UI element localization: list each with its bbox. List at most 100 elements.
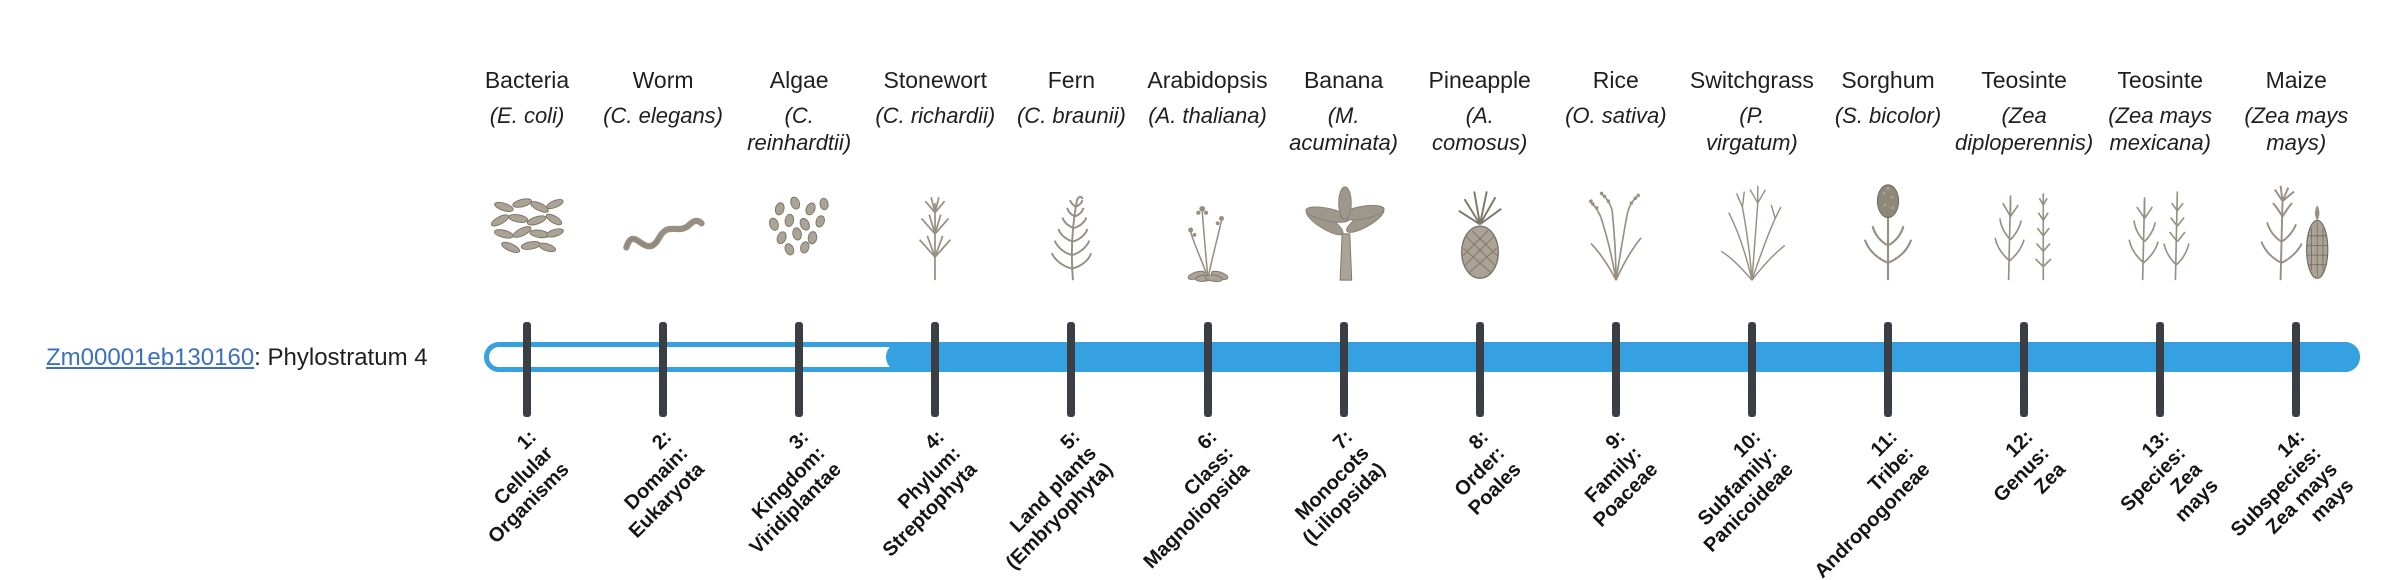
scientific-name-line: (C. elegans): [603, 103, 724, 128]
stratum-label-text: 12: Genus: Zea: [1973, 426, 2071, 524]
organism-scientific-name: (S. bicolor): [1798, 102, 1978, 129]
stratum-tick: [2292, 322, 2301, 417]
stratum-label-text: 14: Subspecies: Zea mays mays: [2211, 426, 2359, 574]
stratum-column: Algae (C. reinhardtii) 3: Kingdom: Viridipl…: [709, 0, 889, 580]
organism-scientific-name: (Zea mays mays): [2206, 102, 2386, 156]
organism-common-name: Pineapple: [1428, 67, 1531, 93]
scientific-name-line: (O. sativa): [1565, 103, 1667, 128]
pineapple-icon: [1390, 172, 1570, 284]
stratum-tick: [523, 322, 531, 417]
stratum-column: Arabidopsis (A. thaliana) 6: Class: Magnol…: [1118, 0, 1298, 580]
gene-phylostratum-label: Zm00001eb130160: Phylostratum 4: [46, 344, 428, 372]
scientific-name-line: (Zea: [2001, 103, 2047, 128]
stratum-tick: [1339, 322, 1348, 417]
scientific-name-line: (S. bicolor): [1834, 103, 1942, 128]
stratum-tick: [1884, 322, 1892, 417]
organism-common-name: Switchgrass: [1689, 67, 1814, 93]
stratum-label-text: 5: Land plants (Embryophyta): [970, 426, 1119, 575]
stratum-label-text: 11: Tribe: Andropogoneae: [1778, 426, 1935, 580]
scientific-name-line: (P.: [1739, 103, 1765, 128]
organism-scientific-name: (C. richardii): [845, 102, 1025, 129]
organism-common-name: Arabidopsis: [1147, 67, 1268, 93]
stratum-column: Switchgrass (P. virgatum) 10: Subfamily: Pa…: [1662, 0, 1842, 580]
stratum-column: Bacteria (E. coli) 1: Cellular Organisms: [437, 0, 617, 580]
phylostratum-text: : Phylostratum 4: [254, 344, 428, 371]
stratum-column: Maize (Zea mays mays) 14: Subspecies: Zea m…: [2206, 0, 2386, 580]
stratum-label-text: 10: Subfamily: Panicoideae: [1667, 426, 1798, 557]
scientific-name-line: (E. coli): [489, 103, 565, 128]
scientific-name-line: mays): [2266, 130, 2327, 155]
stratum-tick: [1067, 322, 1076, 417]
stratum-label-text: 9: Family: Poaceae: [1556, 426, 1662, 532]
organism-common-name: Sorghum: [1841, 67, 1935, 93]
teosinte-mexicana-icon: [2070, 172, 2250, 284]
stratum-label-text: 3: Kingdom: Viridiplantae: [713, 426, 846, 559]
stratum-label-text: 13: Species: Zea mays: [2100, 426, 2223, 549]
stratum-column: Teosinte (Zea mays mexicana) 13: Species: Z…: [2070, 0, 2250, 580]
organism-common-name: Algae: [769, 67, 829, 93]
scientific-name-line: (M.: [1327, 103, 1360, 128]
organism-scientific-name: (Zea mays mexicana): [2070, 102, 2250, 156]
stratum-column: Sorghum (S. bicolor) 11: Tribe: Andropogon…: [1798, 0, 1978, 580]
organism-common-name: Teosinte: [1981, 67, 2067, 93]
scientific-name-line: (A.: [1465, 103, 1494, 128]
organism-common-name: Maize: [2265, 67, 2327, 93]
organism-scientific-name: (M. acuminata): [1254, 102, 1434, 156]
organism-scientific-name: (O. sativa): [1526, 102, 1706, 129]
scientific-name-line: virgatum): [1706, 130, 1798, 155]
stratum-tick: [931, 322, 940, 417]
stratum-column: Rice (O. sativa) 9: Family: Poaceae: [1526, 0, 1706, 580]
organism-scientific-name: (A. thaliana): [1118, 102, 1298, 129]
scientific-name-line: (C. richardii): [875, 103, 996, 128]
scientific-name-line: diploperennis): [1954, 130, 2094, 155]
scientific-name-line: mexicana): [2109, 130, 2211, 155]
timeline-bar-fill: [886, 342, 2360, 372]
stratum-tick: [1747, 322, 1756, 417]
organism-common-name: Bacteria: [484, 67, 570, 93]
organism-scientific-name: (C. reinhardtii): [709, 102, 889, 156]
sorghum-icon: [1798, 172, 1978, 284]
organism-common-name: Rice: [1592, 67, 1639, 93]
stratum-tick: [1475, 322, 1484, 417]
stratum-tick: [1611, 322, 1620, 417]
organism-scientific-name: (Zea diploperennis): [1934, 102, 2114, 156]
stratum-column: Stonewort (C. richardii) 4: Phylum: Strept…: [845, 0, 1025, 580]
stratum-column: Pineapple (A. comosus) 8: Order: Poales: [1390, 0, 1570, 580]
stratum-tick: [2156, 322, 2165, 417]
organism-scientific-name: (C. braunii): [981, 102, 1161, 129]
worm-icon: [573, 172, 753, 284]
algae-icon: [709, 172, 889, 284]
fern-icon: [981, 172, 1161, 284]
teosinte-diploperennis-icon: [1934, 172, 2114, 284]
scientific-name-line: (C.: [784, 103, 814, 128]
bacteria-icon: [437, 172, 617, 284]
organism-scientific-name: (C. elegans): [573, 102, 753, 129]
stratum-tick: [659, 322, 668, 417]
scientific-name-line: (Zea mays: [2108, 103, 2213, 128]
stratum-column: Fern (C. braunii) 5: Land plants (Embryoph…: [981, 0, 1161, 580]
stratum-label-text: 8: Order: Poales: [1432, 426, 1526, 520]
organism-scientific-name: (P. virgatum): [1662, 102, 1842, 156]
organism-common-name: Fern: [1047, 67, 1096, 93]
banana-icon: [1254, 172, 1434, 284]
organism-common-name: Worm: [632, 67, 694, 93]
switchgrass-icon: [1662, 172, 1842, 284]
stratum-tick: [795, 322, 804, 417]
scientific-name-line: (A. thaliana): [1148, 103, 1267, 128]
stratum-label-text: 7: Monocots (Liliopsida): [1266, 426, 1390, 550]
stratum-tick: [2020, 322, 2029, 417]
arabidopsis-icon: [1118, 172, 1298, 284]
gene-link[interactable]: Zm00001eb130160: [46, 344, 255, 371]
organism-scientific-name: (A. comosus): [1390, 102, 1570, 156]
scientific-name-line: acuminata): [1289, 130, 1399, 155]
organism-common-name: Banana: [1303, 67, 1384, 93]
rice-icon: [1526, 172, 1706, 284]
scientific-name-line: (Zea mays: [2244, 103, 2349, 128]
stratum-column: Worm (C. elegans) 2: Domain: Eukaryota: [573, 0, 753, 580]
maize-icon: [2206, 172, 2386, 284]
organism-scientific-name: (E. coli): [437, 102, 617, 129]
scientific-name-line: reinhardtii): [747, 130, 852, 155]
stratum-label-text: 2: Domain: Eukaryota: [593, 426, 710, 543]
organism-common-name: Stonewort: [883, 67, 988, 93]
stratum-label-text: 4: Phylum: Streptophyta: [846, 426, 982, 562]
